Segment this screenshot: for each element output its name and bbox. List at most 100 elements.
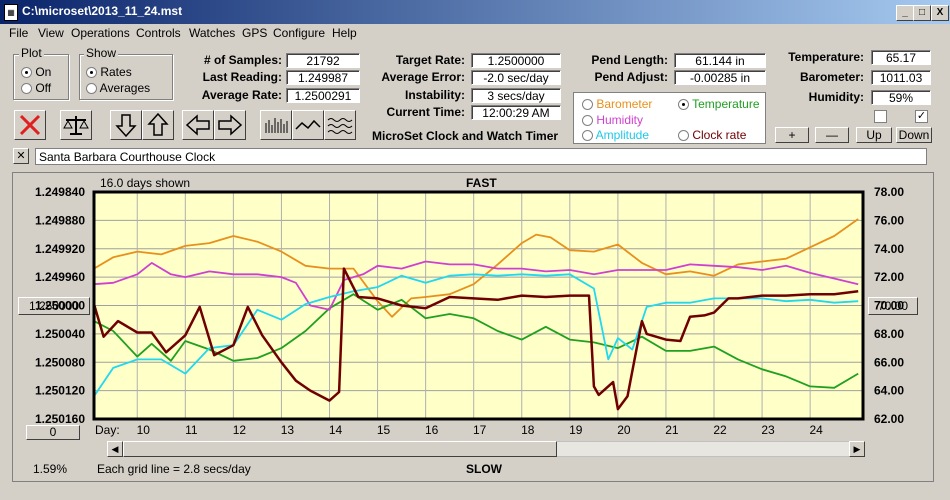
- arrow-left-button[interactable]: [182, 110, 214, 140]
- plot-on-option[interactable]: On: [21, 65, 51, 79]
- title-bar: ▦ C:\microset\2013_11_24.mst _ □ X: [0, 0, 950, 24]
- zero-button[interactable]: 0: [26, 425, 80, 440]
- clear-name-button[interactable]: ✕: [13, 148, 29, 164]
- right-tick-label: 68.00: [874, 327, 904, 341]
- radio-humidity-icon[interactable]: [582, 115, 593, 127]
- pend-adjust-label: Pend Adjust:: [594, 70, 668, 84]
- right-center-button[interactable]: 70.00: [868, 297, 918, 315]
- grid-note-label: Each grid line = 2.8 secs/day: [97, 462, 251, 476]
- plot-group-label: Plot: [19, 46, 44, 60]
- close-window-button[interactable]: X: [931, 5, 949, 21]
- show-rates-option[interactable]: Rates: [86, 65, 132, 79]
- right-tick-label: 76.00: [874, 213, 904, 227]
- arrow-up-icon: [147, 112, 169, 136]
- menu-file[interactable]: File: [9, 26, 29, 40]
- day-tick-label: 15: [377, 423, 391, 437]
- menu-gps[interactable]: GPS: [242, 26, 268, 40]
- window-title: C:\microset\2013_11_24.mst: [22, 4, 183, 18]
- humidity-value: 59%: [871, 90, 931, 105]
- target-rate-label: Target Rate:: [395, 53, 465, 67]
- up-button[interactable]: Up: [856, 127, 892, 143]
- minus-button[interactable]: —: [815, 127, 849, 143]
- balance-button[interactable]: [60, 110, 92, 140]
- day-tick-label: 19: [569, 423, 583, 437]
- radio-on-icon[interactable]: [21, 67, 32, 79]
- wave-plot-icon: [327, 118, 353, 134]
- wave-plot-button[interactable]: [324, 110, 356, 140]
- temperature-label: Temperature:: [788, 50, 864, 64]
- menu-operations[interactable]: Operations: [71, 26, 130, 40]
- menu-watches[interactable]: Watches: [189, 26, 236, 40]
- radio-clockrate-icon[interactable]: [678, 130, 689, 142]
- app-name: MicroSet Clock and Watch Timer: [372, 129, 559, 143]
- show-averages-option[interactable]: Averages: [86, 81, 150, 95]
- plus-button[interactable]: +: [775, 127, 809, 143]
- menu-controls[interactable]: Controls: [136, 26, 181, 40]
- scroll-thumb[interactable]: [123, 441, 557, 457]
- arrow-right-button[interactable]: [214, 110, 246, 140]
- channel-barometer-label[interactable]: Barometer: [596, 97, 653, 111]
- barometer-label: Barometer:: [799, 70, 864, 84]
- day-tick-label: 23: [761, 423, 775, 437]
- maximize-button[interactable]: □: [913, 5, 931, 21]
- radio-off-icon[interactable]: [21, 83, 32, 95]
- clock-name-input[interactable]: Santa Barbara Courthouse Clock: [35, 148, 927, 165]
- plot-on-label: On: [35, 65, 52, 79]
- last-reading-label: Last Reading:: [202, 70, 282, 84]
- left-tick-label: 1.249880: [35, 213, 85, 227]
- right-tick-label: 74.00: [874, 242, 904, 256]
- day-tick-label: 24: [809, 423, 823, 437]
- line-plot-button[interactable]: [292, 110, 324, 140]
- arrow-up-button[interactable]: [142, 110, 174, 140]
- series-line-barometer: [93, 218, 859, 318]
- left-tick-label: 1.250080: [35, 355, 85, 369]
- show-averages-label: Averages: [99, 81, 151, 95]
- day-tick-label: 18: [521, 423, 535, 437]
- channel-humidity-label[interactable]: Humidity: [596, 113, 644, 127]
- right-tick-label: 72.00: [874, 270, 904, 284]
- temperature-value: 65.17: [871, 50, 931, 65]
- instability-label: Instability:: [404, 88, 465, 102]
- series-line-temperature: [93, 293, 859, 389]
- checkbox-2[interactable]: ✓: [915, 110, 928, 123]
- arrow-down-button[interactable]: [110, 110, 142, 140]
- rate-center-button[interactable]: 1.250000: [18, 297, 90, 315]
- left-tick-label: 1.249920: [35, 242, 85, 256]
- radio-temperature-icon[interactable]: [678, 99, 689, 111]
- channel-amplitude-label[interactable]: Amplitude: [595, 128, 650, 142]
- show-group-label: Show: [84, 46, 119, 60]
- menu-help[interactable]: Help: [332, 26, 357, 40]
- day-tick-label: 11: [185, 423, 198, 437]
- stop-button[interactable]: [14, 110, 46, 140]
- samples-value: 21792: [286, 53, 360, 68]
- channel-temperature-label[interactable]: Temperature: [692, 97, 760, 111]
- samples-label: # of Samples:: [203, 53, 282, 67]
- days-shown-label: 16.0 days shown: [100, 176, 191, 190]
- scroll-left-button[interactable]: ◀: [107, 441, 123, 457]
- line-plot-icon: [295, 119, 321, 130]
- scroll-right-button[interactable]: ▶: [849, 441, 865, 457]
- left-tick-label: 1.250160: [35, 412, 85, 426]
- channel-clockrate-label[interactable]: Clock rate: [692, 128, 747, 142]
- radio-amplitude-icon[interactable]: [582, 130, 593, 142]
- show-group: [79, 54, 173, 100]
- plot-off-option[interactable]: Off: [21, 81, 51, 95]
- menu-view[interactable]: View: [38, 26, 64, 40]
- down-button[interactable]: Down: [896, 127, 932, 143]
- balance-scale-icon: [63, 116, 89, 135]
- chart-panel: [12, 172, 934, 482]
- checkbox-1[interactable]: [874, 110, 887, 123]
- day-tick-label: 10: [137, 423, 151, 437]
- average-error-value: -2.0 sec/day: [471, 70, 561, 85]
- day-label: Day:: [95, 423, 120, 437]
- left-tick-label: 1.249960: [35, 270, 85, 284]
- radio-on-icon[interactable]: [86, 67, 97, 79]
- pend-adjust-value: -0.00285 in: [674, 70, 766, 85]
- radio-barometer-icon[interactable]: [582, 99, 593, 111]
- plot-border: [92, 190, 865, 421]
- bar-plot-button[interactable]: [260, 110, 292, 140]
- menu-configure[interactable]: Configure: [273, 26, 326, 40]
- average-rate-value: 1.2500291: [286, 88, 360, 103]
- radio-off-icon[interactable]: [86, 83, 97, 95]
- close-x-icon: [19, 114, 41, 136]
